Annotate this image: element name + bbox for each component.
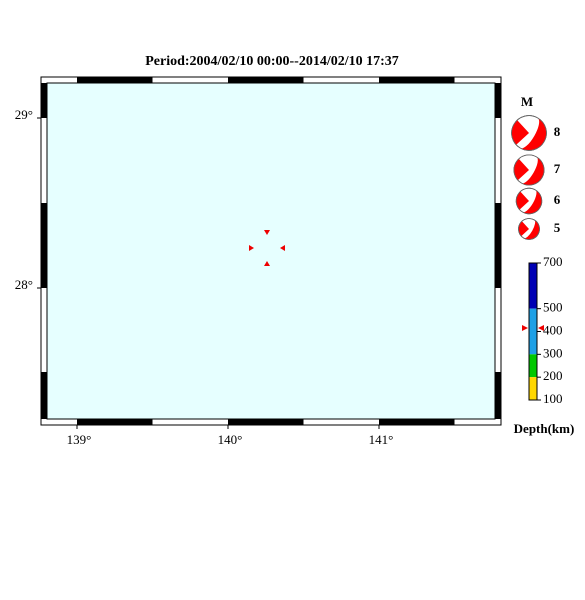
ball-quadrant	[518, 221, 529, 237]
ball-edge	[513, 154, 545, 186]
frame-segment	[379, 77, 455, 83]
frame-segment	[41, 372, 47, 419]
ball-quadrant	[522, 189, 542, 214]
map-title: Period:2004/02/10 00:00--2014/02/10 17:3…	[145, 54, 399, 69]
magnitude-symbol	[518, 218, 540, 240]
frame-segment	[228, 419, 304, 425]
magnitude-label: 7	[554, 161, 561, 176]
ball-edge	[518, 218, 540, 240]
ball-edge	[515, 187, 543, 215]
lat-tick-label: 28°	[15, 277, 33, 292]
depth-band	[529, 263, 537, 309]
lon-tick-label: 141°	[369, 432, 394, 447]
depth-tick-label: 700	[543, 254, 563, 269]
depth-band	[529, 331, 537, 355]
depth-tick-label: 500	[543, 300, 563, 315]
frame-segment	[228, 77, 304, 83]
depth-band	[529, 377, 537, 400]
depth-tick-label: 200	[543, 368, 563, 383]
depth-tick-label: 300	[543, 345, 563, 360]
frame-segment	[379, 419, 455, 425]
depth-scale-title: Depth(km)	[514, 421, 575, 436]
ball-quadrant	[513, 158, 529, 181]
focal-mechanism	[511, 115, 547, 151]
magnitude-label: 8	[554, 124, 561, 139]
magnitude-label: 5	[554, 220, 561, 235]
focal-mechanism	[518, 218, 540, 240]
depth-marker	[522, 325, 528, 331]
ball-quadrant	[511, 120, 529, 145]
focal-mechanism	[513, 154, 545, 186]
frame-segment	[41, 203, 47, 288]
ball-quadrant	[516, 191, 529, 210]
frame-segment	[495, 203, 501, 288]
frame-segment	[495, 372, 501, 419]
event-marker	[264, 230, 270, 235]
ball-quadrant	[523, 219, 540, 240]
event-marker	[264, 261, 270, 266]
magnitude-symbol	[515, 187, 543, 215]
ball-quadrant	[521, 156, 545, 186]
frame-segment	[77, 419, 153, 425]
frame-segment	[41, 83, 47, 118]
magnitude-legend-title: M	[521, 94, 533, 109]
lon-tick-label: 139°	[67, 432, 92, 447]
ball-edge	[511, 115, 547, 151]
depth-tick-label: 400	[543, 322, 563, 337]
depth-band	[529, 308, 537, 332]
depth-tick-label: 100	[543, 391, 563, 406]
event-marker	[249, 245, 254, 251]
event-marker	[280, 245, 285, 251]
sea	[46, 82, 496, 420]
frame-segment	[495, 83, 501, 118]
magnitude-symbol	[513, 154, 545, 186]
ball-quadrant	[520, 117, 547, 151]
lon-tick-label: 140°	[218, 432, 243, 447]
frame-segment	[77, 77, 153, 83]
lat-tick-label: 29°	[15, 107, 33, 122]
focal-mechanism	[515, 187, 543, 215]
depth-marker	[538, 325, 544, 331]
magnitude-label: 6	[554, 192, 561, 207]
depth-band	[529, 354, 537, 378]
magnitude-symbol	[511, 115, 547, 151]
